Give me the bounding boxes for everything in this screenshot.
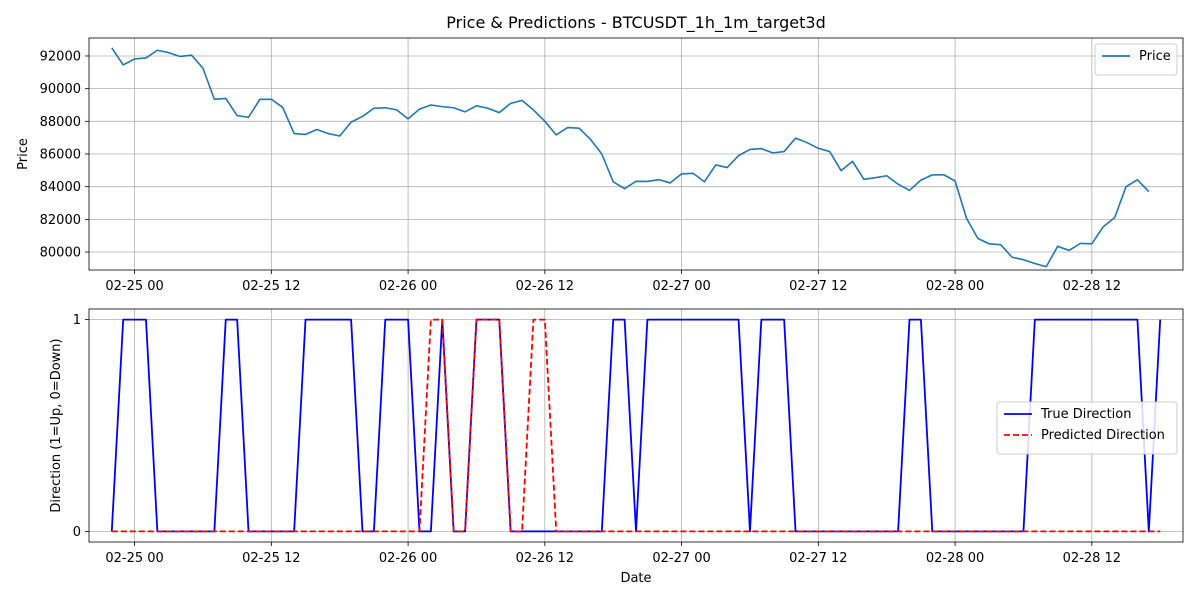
x-tick-label: 02-27 12: [789, 551, 847, 566]
x-tick-label: 02-25 12: [242, 279, 300, 294]
legend-entry: Predicted Direction: [1041, 428, 1165, 443]
x-tick-label: 02-27 00: [652, 279, 710, 294]
y-axis-label: Direction (1=Up, 0=Down): [49, 338, 64, 512]
x-tick-label: 02-28 12: [1063, 279, 1121, 294]
series-line-predicted-direction: [111, 318, 1161, 533]
x-tick-label: 02-25 12: [242, 551, 300, 566]
y-tick-label: 86000: [40, 148, 81, 163]
legend-entry: True Direction: [1040, 407, 1131, 422]
axes-frame: [88, 308, 1184, 543]
y-tick-label: 90000: [40, 82, 81, 97]
chart-title: Price & Predictions - BTCUSDT_1h_1m_targ…: [446, 13, 825, 33]
legend-box: [1094, 43, 1178, 76]
y-tick-label: 1: [73, 313, 81, 328]
y-tick-label: 84000: [40, 180, 81, 195]
x-tick-label: 02-26 00: [379, 551, 437, 566]
x-tick-label: 02-26 00: [379, 279, 437, 294]
direction-panel: 02-25 00 02-25 12 02-26 00 02-26 12 02-27 00…: [49, 308, 1184, 586]
legend: True Direction Predicted Direction: [996, 401, 1178, 455]
y-tick-label: 88000: [40, 115, 81, 130]
y-tick-label: 80000: [40, 246, 81, 261]
price-panel: 02-25 00 02-25 12 02-26 00 02-26 12 02-27 00…: [16, 13, 1184, 294]
y-axis-label: Price: [16, 138, 31, 170]
series-line-price: [111, 47, 1150, 268]
legend-entry: Price: [1139, 49, 1171, 64]
x-tick-label: 02-25 00: [105, 279, 163, 294]
x-tick-label: 02-28 00: [926, 279, 984, 294]
legend-box: [996, 401, 1178, 455]
x-tick-label: 02-26 12: [516, 551, 574, 566]
x-tick-label: 02-27 12: [789, 279, 847, 294]
y-tick-label: 0: [73, 525, 81, 540]
y-tick-label: 82000: [40, 213, 81, 228]
x-tick-label: 02-28 00: [926, 551, 984, 566]
x-tick-label: 02-28 12: [1063, 551, 1121, 566]
x-tick-label: 02-26 12: [516, 279, 574, 294]
x-tick-label: 02-25 00: [105, 551, 163, 566]
legend: Price: [1094, 43, 1178, 76]
x-axis-label: Date: [620, 571, 651, 586]
y-tick-label: 92000: [40, 49, 81, 64]
x-tick-label: 02-27 00: [652, 551, 710, 566]
